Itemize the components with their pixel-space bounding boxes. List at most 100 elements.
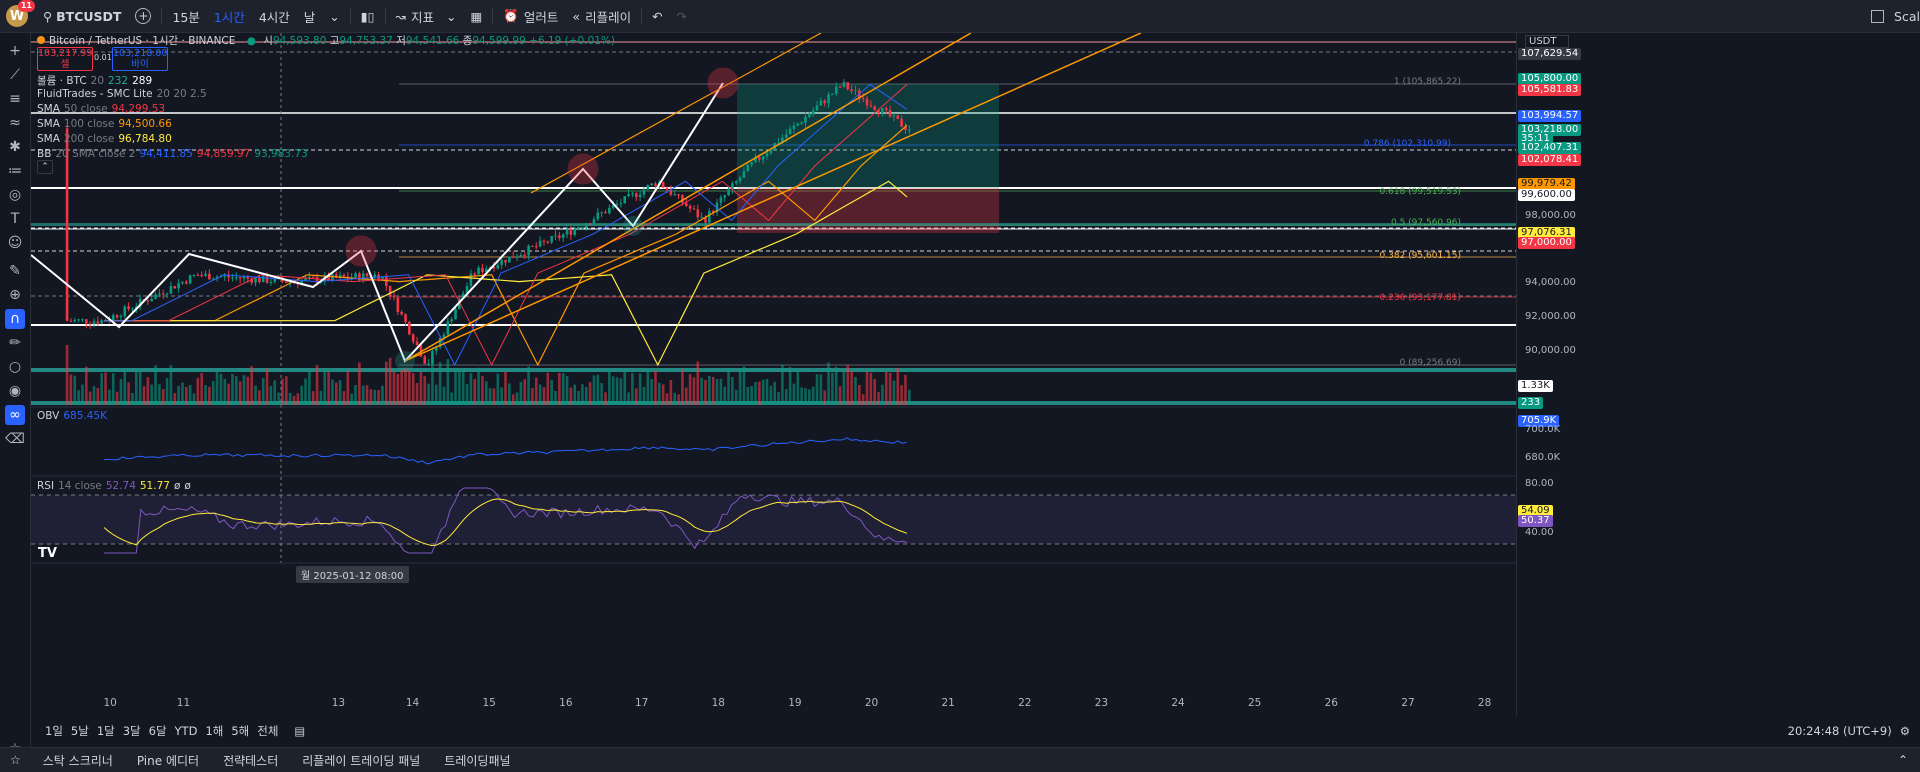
- sell-button[interactable]: 103,217.99 셀: [37, 47, 93, 71]
- emoji-icon[interactable]: ☺: [7, 235, 23, 251]
- horizontal-lines-icon[interactable]: ≡: [9, 91, 21, 107]
- channel-line: [404, 33, 972, 362]
- lock-icon[interactable]: ○: [8, 359, 22, 375]
- trendline-icon[interactable]: ⟋: [10, 67, 20, 83]
- volume-bar: [411, 373, 415, 405]
- fib-icon[interactable]: ≔: [8, 163, 22, 179]
- indicator-legend-row[interactable]: SMA 200 close 96,784.80: [37, 133, 172, 145]
- chart-area[interactable]: Bitcoin / TetherUS · 1시간 · BINANCE ● 시94…: [31, 33, 1516, 716]
- pattern-icon[interactable]: ✱: [9, 139, 21, 155]
- clock[interactable]: 20:24:48 (UTC+9): [1787, 724, 1892, 738]
- volume-bar: [138, 369, 142, 405]
- ruler-icon[interactable]: ✎: [9, 263, 21, 279]
- tab-replay-trading[interactable]: 리플레이 트레이딩 패널: [302, 753, 421, 768]
- candle-body: [654, 183, 657, 186]
- price-tag: 99,979.42: [1518, 178, 1575, 190]
- candle-body: [473, 273, 477, 275]
- pitchfork-icon[interactable]: ≈: [9, 115, 21, 131]
- indicator-legend-row[interactable]: SMA 50 close 94,299.53: [37, 103, 165, 115]
- zoom-in-icon[interactable]: ⊕: [9, 287, 21, 303]
- interval-4h[interactable]: 4시간: [258, 9, 290, 25]
- volume-bar: [65, 345, 69, 405]
- lock-drawing-icon[interactable]: ✏: [9, 335, 21, 351]
- interval-15m[interactable]: 15분: [172, 9, 200, 25]
- star-icon[interactable]: ☆: [10, 753, 21, 767]
- range-all[interactable]: 전체: [257, 724, 279, 738]
- volume-bar: [654, 370, 657, 405]
- user-avatar[interactable]: W 11: [6, 0, 35, 27]
- volume-bar: [758, 381, 761, 405]
- indicator-legend-row[interactable]: BB 20 SMA close 2 94,411.85 94,859.97 93,983…: [37, 148, 308, 160]
- tab-strategy-tester[interactable]: 전략테스터: [223, 753, 279, 768]
- range-1m[interactable]: 1달: [96, 724, 115, 738]
- price-axis[interactable]: USDT107,629.5498,000.0096,000.0094,000.0…: [1516, 33, 1920, 716]
- scale-button[interactable]: Scal: [1864, 0, 1920, 32]
- redo-button[interactable]: ↷: [670, 0, 694, 32]
- chart-legend-title: Bitcoin / TetherUS · 1시간 · BINANCE ● 시94…: [37, 33, 615, 48]
- interval-dropdown[interactable]: ⌄: [322, 0, 346, 32]
- brush-icon[interactable]: ◎: [8, 187, 22, 203]
- eye-icon[interactable]: ◉: [8, 383, 22, 399]
- volume-bar: [461, 369, 465, 405]
- magnet-icon[interactable]: ∩: [5, 309, 25, 329]
- volume-bar: [404, 367, 407, 405]
- candle-body: [258, 277, 261, 282]
- ohlc-l-label: 저: [396, 35, 406, 47]
- buy-button[interactable]: 103,218.00 바이: [112, 47, 168, 71]
- trash-icon[interactable]: ⌫: [5, 431, 25, 447]
- indicators-button[interactable]: ↝ 지표 ⌄: [389, 0, 464, 32]
- crosshair-icon[interactable]: +: [9, 43, 21, 59]
- price-chart-canvas[interactable]: [31, 33, 1516, 716]
- candle-body: [300, 280, 303, 285]
- tab-stock-screener[interactable]: 스탁 스크리너: [42, 753, 113, 768]
- candle-body: [542, 240, 546, 242]
- chart-type-button[interactable]: ▮▯: [354, 0, 382, 32]
- tab-trading-panel[interactable]: 트레이딩패널: [444, 753, 511, 768]
- chevron-up-icon[interactable]: ⌃: [1897, 753, 1908, 767]
- range-5d[interactable]: 5날: [70, 724, 89, 738]
- range-1d[interactable]: 1일: [45, 724, 63, 738]
- interval-1h[interactable]: 1시간: [213, 9, 245, 25]
- date-range-icon[interactable]: ▤: [294, 724, 306, 738]
- volume-bar: [900, 385, 903, 405]
- indicator-legend-row[interactable]: FluidTrades - SMC Lite 20 20 2.5: [37, 88, 207, 100]
- candle-body: [423, 356, 427, 364]
- range-ytd[interactable]: YTD: [174, 724, 198, 738]
- candle-body: [342, 275, 346, 277]
- indicator-legend-row[interactable]: 볼륨 · BTC 20 232 289: [37, 73, 152, 88]
- price-tag: 103,994.57: [1518, 110, 1582, 122]
- plus-circle-icon: +: [135, 8, 152, 24]
- volume-bar: [884, 371, 888, 405]
- alert-button[interactable]: ⏰ 얼러트: [496, 0, 565, 32]
- candle-body: [227, 275, 230, 278]
- range-3m[interactable]: 3달: [122, 724, 141, 738]
- volume-bar: [323, 370, 327, 405]
- collapse-legend-button[interactable]: ⌃: [37, 160, 53, 174]
- volume-bar: [650, 379, 653, 405]
- volume-bar: [450, 392, 453, 405]
- range-1y[interactable]: 1해: [205, 724, 224, 738]
- range-5y[interactable]: 5해: [231, 724, 250, 738]
- text-icon[interactable]: T: [10, 211, 20, 227]
- indicators-icon: ↝: [395, 8, 407, 24]
- replay-label: 리플레이: [585, 9, 632, 25]
- replay-button[interactable]: «리플레이: [565, 0, 638, 32]
- undo-button[interactable]: ↶: [645, 0, 669, 32]
- settings-icon[interactable]: ⚙: [1899, 724, 1910, 738]
- currency-select[interactable]: USDT: [1525, 35, 1570, 48]
- symbol-search[interactable]: ⚲ BTCUSDT: [36, 0, 128, 32]
- compare-symbol-button[interactable]: +: [128, 0, 158, 32]
- candle-body: [96, 321, 100, 324]
- range-6m[interactable]: 6달: [148, 724, 167, 738]
- volume-bar: [284, 376, 288, 405]
- templates-button[interactable]: ▦: [464, 0, 490, 32]
- candle-body: [200, 275, 203, 277]
- volume-bar: [700, 377, 703, 405]
- link-icon[interactable]: ∞: [5, 405, 25, 425]
- candle-body: [546, 241, 550, 243]
- interval-1d[interactable]: 날: [303, 9, 316, 25]
- tab-pine-editor[interactable]: Pine 에디터: [136, 753, 200, 768]
- candle-body: [534, 246, 538, 248]
- indicator-legend-row[interactable]: SMA 100 close 94,500.66: [37, 118, 172, 130]
- obv-legend: OBV 685.45K: [37, 410, 107, 422]
